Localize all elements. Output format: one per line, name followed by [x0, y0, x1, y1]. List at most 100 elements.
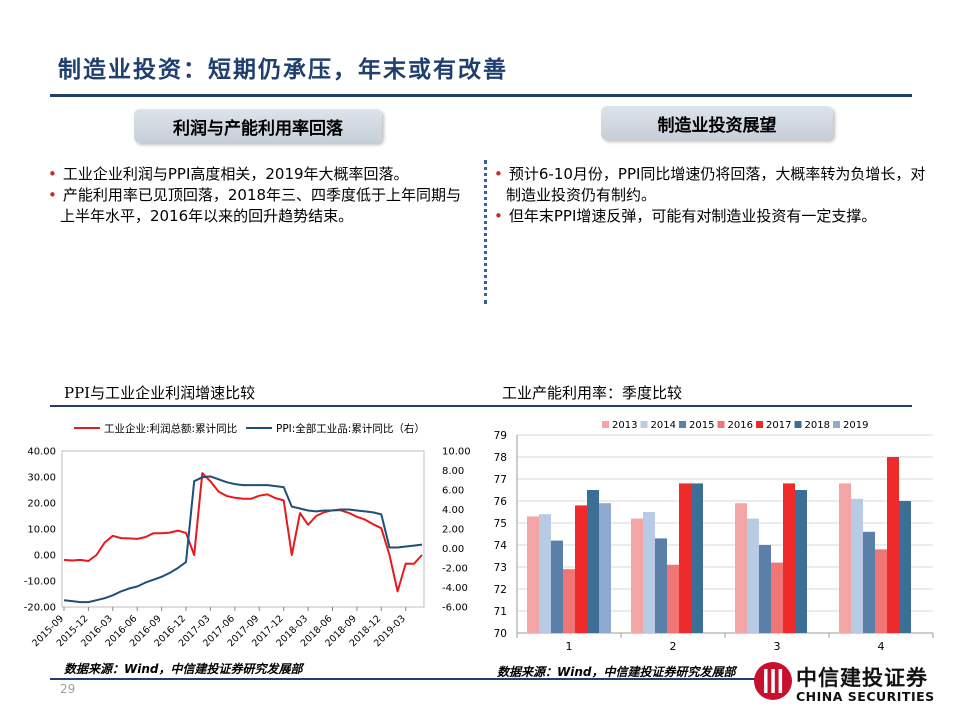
y-tick-label: 78	[494, 452, 507, 464]
y-left-tick-label: -20.00	[24, 603, 56, 614]
legend-swatch-2015	[679, 421, 686, 428]
y-tick-label: 75	[494, 518, 507, 530]
bar-2018-q2	[691, 483, 703, 633]
legend-label-2013: 2013	[612, 420, 637, 431]
bar-2017-q3	[783, 483, 795, 633]
y-left-tick-label: 0.00	[34, 551, 56, 562]
plot-area	[61, 450, 425, 608]
y-tick-label: 76	[494, 496, 508, 508]
bar-2015-q2	[655, 538, 667, 633]
page-title: 制造业投资：短期仍承压，年末或有改善	[58, 57, 508, 83]
footer-divider	[50, 678, 770, 680]
y-tick-label: 79	[494, 430, 507, 442]
legend-label-2014: 2014	[651, 420, 676, 431]
title-divider	[50, 94, 912, 97]
line-chart-source: 数据来源：Wind，中信建投证券研究发展部	[64, 662, 303, 676]
legend-label-profit: 工业企业:利润总额:累计同比	[104, 422, 237, 435]
bar-2019-q1	[599, 503, 611, 633]
legend-swatch-2013	[602, 421, 609, 428]
y-left-tick-label: 10.00	[27, 525, 56, 536]
legend-swatch-2017	[756, 421, 763, 428]
y-right-tick-label: 4.00	[442, 505, 464, 516]
y-tick-label: 73	[494, 562, 507, 574]
bullet-item: • 预计6-10月份，PPI同比增速仍将回落，大概率转为负增长，对制造业投资仍有制…	[494, 164, 940, 206]
bar-2013-q3	[735, 503, 747, 633]
page-number: 29	[60, 682, 76, 696]
bar-2015-q3	[759, 545, 771, 633]
bar-2018-q4	[899, 501, 911, 633]
bar-2018-q3	[795, 490, 807, 633]
bullet-item: • 工业企业利润与PPI高度相关，2019年大概率回落。	[48, 164, 468, 185]
bar-2014-q2	[643, 512, 655, 633]
legend-label-2019: 2019	[843, 420, 868, 431]
left-panel-heading: 利润与产能利用率回落	[134, 109, 382, 143]
logo-cn-text: 中信建投证券	[796, 666, 928, 690]
bar-2016-q1	[563, 569, 575, 633]
bar-2015-q4	[863, 531, 875, 633]
x-tick-label: 3	[774, 640, 781, 653]
logo-en-text: CHINA SECURITIES	[796, 689, 935, 704]
x-tick-label: 1	[566, 640, 573, 653]
y-tick-label: 72	[494, 584, 507, 596]
bar-2013-q2	[631, 518, 643, 633]
y-tick-label: 77	[494, 474, 507, 486]
legend-swatch-2016	[717, 421, 725, 428]
bar-2014-q1	[539, 514, 551, 633]
y-tick-label: 74	[494, 540, 508, 552]
bullet-text: 但年末PPI增速反弹，可能有对制造业投资有一定支撑。	[508, 207, 877, 225]
bar-2017-q2	[679, 483, 691, 633]
chart-divider	[50, 405, 912, 407]
profit-growth-line	[63, 472, 423, 593]
bar-2014-q4	[851, 498, 863, 633]
bullet-marker: •	[494, 165, 503, 183]
line-chart-title: PPI与工业企业利润增速比较	[64, 384, 256, 402]
bullet-text: 工业企业利润与PPI高度相关，2019年大概率回落。	[62, 165, 409, 183]
legend-label-2016: 2016	[728, 420, 753, 431]
legend-label-2015: 2015	[689, 420, 714, 431]
y-tick-label: 71	[494, 606, 507, 618]
bullet-marker: •	[494, 207, 503, 225]
bar-2018-q1	[587, 490, 599, 633]
left-bullet-list: • 工业企业利润与PPI高度相关，2019年大概率回落。 • 产能利用率已见顶回落，…	[48, 164, 468, 227]
bullet-item: • 产能利用率已见顶回落，2018年三、四季度低于上年同期与上半年水平，2016年…	[48, 185, 468, 227]
x-tick-label: 2	[670, 640, 677, 653]
y-left-tick-label: 30.00	[27, 473, 56, 484]
bar-chart-source: 数据来源：Wind，中信建投证券研究发展部	[497, 665, 736, 679]
bar-2017-q4	[887, 457, 899, 633]
legend-swatch-2019	[833, 421, 840, 428]
y-right-tick-label: 6.00	[442, 486, 464, 497]
bar-2016-q3	[771, 562, 783, 633]
y-left-tick-label: 40.00	[27, 447, 56, 458]
y-left-tick-label: 20.00	[27, 499, 56, 510]
y-left-tick-label: -10.00	[24, 577, 56, 588]
ppi-growth-line	[63, 475, 423, 604]
x-tick-label: 4	[878, 640, 885, 653]
bar-2017-q1	[575, 505, 587, 633]
y-right-tick-label: -2.00	[442, 564, 468, 575]
right-bullet-list: • 预计6-10月份，PPI同比增速仍将回落，大概率转为负增长，对制造业投资仍有制…	[494, 164, 940, 227]
legend-label-2017: 2017	[766, 420, 791, 431]
bullet-item: • 但年末PPI增速反弹，可能有对制造业投资有一定支撑。	[494, 206, 940, 227]
bullet-text: 产能利用率已见顶回落，2018年三、四季度低于上年同期与上半年水平，2016年以…	[60, 186, 462, 225]
y-right-tick-label: 2.00	[442, 525, 464, 536]
bar-2015-q1	[551, 540, 563, 633]
bar-2013-q1	[527, 516, 539, 633]
y-tick-label: 70	[494, 628, 507, 640]
bullet-marker: •	[48, 165, 57, 183]
y-right-tick-label: 0.00	[442, 544, 464, 555]
bullet-marker: •	[48, 186, 57, 204]
company-logo-icon	[754, 662, 792, 700]
right-panel-heading: 制造业投资展望	[601, 106, 833, 140]
bar-chart-title: 工业产能利用率：季度比较	[502, 384, 683, 402]
bar-2013-q4	[839, 483, 851, 633]
y-right-tick-label: 8.00	[442, 466, 464, 477]
legend-swatch-2014	[640, 421, 648, 428]
legend-swatch-2018	[794, 421, 802, 428]
y-right-tick-label: 10.00	[442, 447, 471, 458]
legend-label-2018: 2018	[805, 420, 830, 431]
bar-2016-q4	[875, 549, 887, 633]
panel-divider	[484, 160, 487, 304]
y-right-tick-label: -4.00	[442, 583, 468, 594]
bullet-text: 预计6-10月份，PPI同比增速仍将回落，大概率转为负增长，对制造业投资仍有制约…	[506, 165, 926, 204]
